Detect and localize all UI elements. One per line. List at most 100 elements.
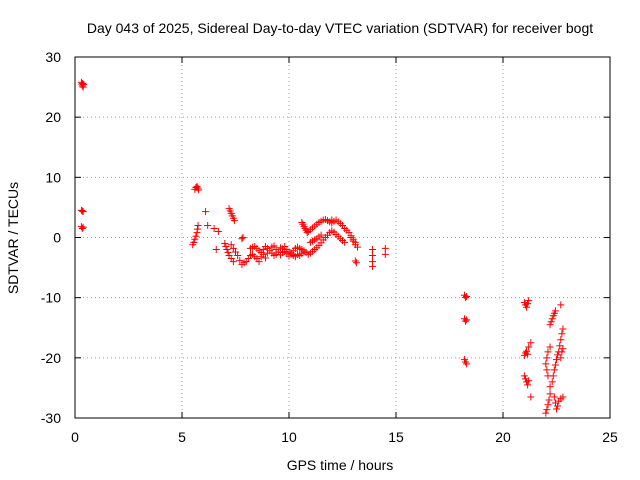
- data-point: [298, 218, 306, 226]
- data-point: [462, 317, 470, 325]
- data-point: [195, 186, 203, 194]
- data-point: [232, 248, 239, 256]
- data-point: [546, 383, 554, 391]
- data-point: [525, 297, 533, 305]
- data-point: [553, 405, 560, 413]
- data-point: [463, 360, 471, 368]
- y-tick-label: 30: [45, 49, 61, 65]
- data-point: [462, 358, 470, 366]
- data-point: [559, 325, 567, 333]
- data-point: [193, 182, 201, 190]
- data-point: [234, 252, 242, 260]
- data-point: [463, 316, 471, 324]
- data-point: [214, 227, 222, 235]
- data-point: [77, 223, 85, 231]
- data-point: [78, 207, 86, 215]
- data-point: [525, 377, 533, 385]
- data-point: [259, 250, 267, 258]
- data-point: [557, 354, 565, 362]
- data-point: [557, 336, 565, 344]
- data-point: [317, 231, 325, 239]
- data-point: [524, 381, 532, 389]
- data-point: [525, 343, 533, 351]
- data-point: [221, 240, 229, 248]
- y-tick-label: 0: [53, 230, 61, 246]
- data-point: [368, 246, 376, 254]
- data-point: [554, 351, 562, 359]
- data-point: [542, 409, 550, 417]
- data-point: [381, 250, 389, 258]
- data-point: [520, 372, 528, 380]
- x-tick-label: 25: [602, 429, 618, 445]
- data-point: [523, 303, 531, 311]
- y-tick-label: -10: [41, 290, 61, 306]
- chart-title: Day 043 of 2025, Sidereal Day-to-day VTE…: [87, 20, 593, 36]
- data-point: [559, 393, 567, 401]
- data-point: [223, 246, 231, 254]
- data-point: [542, 360, 550, 368]
- data-point: [550, 366, 558, 374]
- data-point: [341, 238, 349, 246]
- data-point: [300, 223, 308, 231]
- data-point: [236, 256, 244, 264]
- data-point: [543, 354, 551, 362]
- data-point: [210, 224, 218, 232]
- data-point: [222, 243, 230, 251]
- data-point: [353, 243, 361, 251]
- data-point: [230, 217, 238, 225]
- data-point: [557, 301, 565, 309]
- x-tick-label: 15: [388, 429, 404, 445]
- grid-lines: [75, 57, 610, 418]
- data-point: [77, 206, 85, 214]
- data-point: [194, 184, 202, 192]
- data-point: [255, 258, 263, 266]
- data-point: [238, 235, 246, 243]
- data-point: [261, 254, 269, 262]
- x-tick-label: 0: [71, 429, 79, 445]
- data-point: [303, 229, 311, 237]
- data-point: [212, 246, 220, 254]
- y-tick-label: -20: [41, 350, 61, 366]
- y-tick-label: 20: [45, 109, 61, 125]
- data-point: [553, 356, 560, 364]
- data-point: [229, 244, 237, 252]
- axis-ticks: 0 5 10 15 20 25 -30 -20 -10 0 10 20 30: [41, 49, 618, 445]
- y-tick-label: -30: [41, 410, 61, 426]
- data-point: [224, 249, 232, 257]
- data-point: [545, 396, 553, 404]
- data-point: [368, 262, 376, 270]
- x-axis-label: GPS time / hours: [287, 457, 394, 473]
- data-point: [544, 401, 552, 409]
- data-point: [546, 321, 554, 329]
- data-point: [556, 342, 564, 350]
- data-point: [202, 208, 210, 216]
- data-point: [78, 224, 86, 232]
- data-point: [558, 330, 566, 338]
- data-point: [524, 300, 532, 308]
- data-point: [239, 234, 247, 241]
- data-point: [544, 348, 552, 356]
- data-point: [549, 372, 557, 380]
- y-axis-label: SDTVAR / TECUs: [5, 182, 21, 294]
- data-point: [301, 224, 309, 232]
- data-point: [543, 406, 551, 414]
- data-point: [381, 244, 389, 252]
- data-point: [193, 225, 201, 233]
- data-point: [524, 350, 532, 358]
- data-point: [368, 252, 376, 260]
- x-tick-label: 5: [178, 429, 186, 445]
- data-point: [558, 348, 566, 356]
- data-point: [352, 259, 360, 267]
- data-point: [527, 339, 535, 347]
- data-point: [523, 347, 531, 355]
- data-point: [351, 257, 359, 265]
- data-point: [550, 393, 558, 401]
- data-point: [227, 241, 235, 249]
- data-point: [79, 223, 87, 231]
- data-point: [559, 345, 567, 353]
- data-points: [77, 78, 567, 417]
- data-point: [270, 242, 278, 250]
- data-point: [79, 208, 87, 216]
- data-point: [548, 378, 556, 386]
